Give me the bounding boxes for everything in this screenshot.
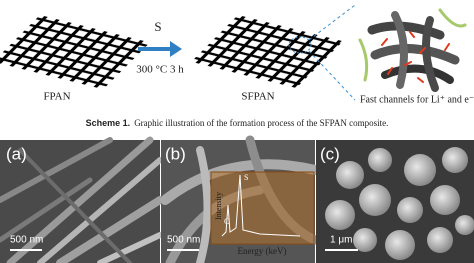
panel-label: (c) bbox=[320, 144, 340, 163]
scale-bar: 1 μm bbox=[330, 235, 352, 246]
sfpan-mesh bbox=[191, 15, 343, 89]
fiber-detail bbox=[358, 8, 467, 92]
panel-label: (a) bbox=[6, 144, 27, 163]
inset-y-label: Intensity bbox=[214, 192, 223, 220]
callout-text: Fast channels for Li⁺ and e⁻ bbox=[360, 94, 474, 105]
zoom-circle bbox=[288, 36, 312, 54]
caption: Scheme 1. Graphic illustration of the for… bbox=[86, 118, 389, 128]
condition: 300 °C 3 h bbox=[136, 64, 184, 76]
zoom-lines bbox=[308, 4, 356, 101]
fpan-mesh bbox=[0, 15, 150, 90]
inset-peak: S bbox=[244, 173, 248, 182]
sem-b: Intensity Energy (keV) S C (b) 500 nm bbox=[160, 135, 320, 263]
inset-peak: C bbox=[224, 217, 229, 226]
label-sfpan: SFPAN bbox=[241, 91, 274, 103]
inset-x-label: Energy (keV) bbox=[237, 246, 286, 256]
caption-text: Graphic illustration of the formation pr… bbox=[134, 118, 388, 128]
scale-bar: 500 nm bbox=[167, 235, 200, 246]
reagent: S bbox=[154, 19, 161, 34]
scale-bar: 500 nm bbox=[10, 235, 43, 246]
sem-a: (a) 500 nm bbox=[0, 136, 164, 263]
label-fpan: FPAN bbox=[43, 91, 70, 103]
arrow bbox=[138, 41, 182, 57]
panel-label: (b) bbox=[165, 144, 186, 163]
sem-c: (c) 1 μm bbox=[316, 140, 474, 263]
caption-label: Scheme 1. bbox=[86, 118, 131, 128]
